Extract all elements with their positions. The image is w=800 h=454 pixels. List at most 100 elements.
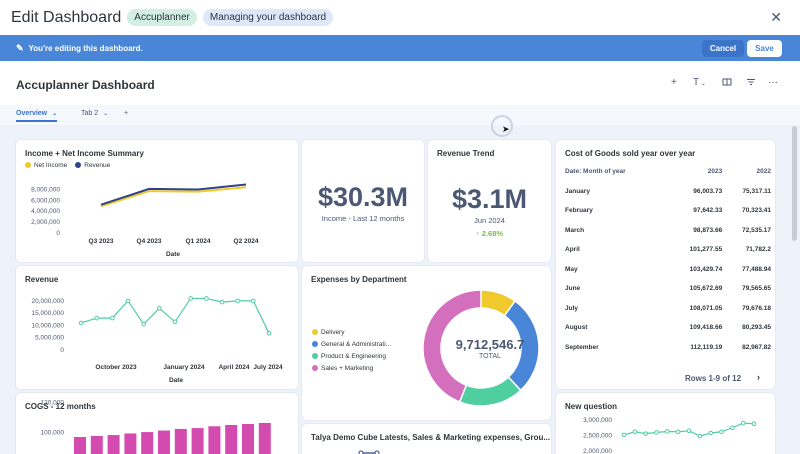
y-tick-label: 10,000,000 bbox=[31, 322, 64, 329]
y-tick-label: 0 bbox=[56, 230, 60, 237]
bar bbox=[107, 435, 120, 454]
close-icon[interactable]: ✕ bbox=[770, 9, 782, 25]
revenue-line-chart[interactable]: 20,000,000 15,000,000 10,000,000 5,000,000 0… bbox=[16, 266, 298, 389]
data-point bbox=[266, 331, 272, 336]
column-header[interactable]: 2022 bbox=[756, 168, 771, 176]
legend-net-income[interactable]: Net Income bbox=[25, 162, 67, 169]
card-title: New question bbox=[565, 402, 618, 411]
cancel-button[interactable]: Cancel bbox=[702, 40, 744, 57]
filter-icon[interactable] bbox=[746, 77, 756, 90]
pie-legend: Delivery General & Administrati... Produ… bbox=[312, 329, 391, 377]
y-tick-label: 0 bbox=[60, 347, 64, 354]
save-button[interactable]: Save bbox=[747, 40, 782, 57]
column-header[interactable]: Date: Month of year bbox=[565, 168, 626, 176]
data-point bbox=[94, 315, 99, 321]
edit-banner-message: You're editing this dashboard. bbox=[28, 43, 143, 53]
x-tick-label: Q4 2023 bbox=[137, 238, 162, 245]
scrollbar[interactable] bbox=[792, 126, 797, 241]
description-pill[interactable]: Managing your dashboard bbox=[202, 9, 334, 26]
donut-slice-sales-marketing bbox=[422, 289, 482, 403]
data-point bbox=[740, 420, 746, 426]
page-title: Edit Dashboard bbox=[11, 8, 122, 26]
card-new-question[interactable]: New question 3,000,000 2,500,000 2,000,000 bbox=[556, 393, 775, 454]
collection-pill[interactable]: Accuplanner bbox=[127, 9, 197, 26]
legend-product-engineering[interactable]: Product & Engineering bbox=[312, 353, 391, 360]
table-header-row: Date: Month of year 2023 2022 bbox=[565, 162, 771, 182]
table-row: March 98,873.66 72,535.17 bbox=[565, 226, 771, 234]
trend-change: ↑ 2.68% bbox=[475, 229, 504, 238]
data-point bbox=[235, 298, 240, 304]
dashboard-title[interactable]: Accuplanner Dashboard bbox=[16, 78, 155, 92]
y-tick-label: 15,000,000 bbox=[31, 310, 64, 317]
card-income-summary[interactable]: Income + Net Income Summary Net Income R… bbox=[16, 140, 298, 262]
chevron-down-icon[interactable]: ⌄ bbox=[103, 111, 109, 117]
y-tick-label: 100,000 bbox=[41, 430, 65, 437]
pagination-label: Rows 1-9 of 12 bbox=[685, 374, 742, 383]
trend-value: $3.1M bbox=[451, 184, 528, 214]
new-question-line-chart[interactable]: 3,000,000 2,500,000 2,000,000 bbox=[556, 393, 775, 454]
data-point bbox=[751, 421, 757, 427]
card-title: COGS - 12 months bbox=[25, 402, 96, 411]
bar bbox=[258, 423, 271, 454]
x-tick-label: July 2024 bbox=[253, 364, 283, 371]
chevron-right-icon[interactable]: › bbox=[757, 372, 760, 382]
card-expenses[interactable]: Expenses by Department Delivery General … bbox=[302, 266, 551, 420]
column-header[interactable]: 2023 bbox=[707, 168, 723, 176]
card-title: Talya Demo Cube Latests, Sales & Marketi… bbox=[311, 433, 551, 442]
pencil-icon: ✎ bbox=[16, 42, 24, 53]
table-row: January 96,003.73 75,317.11 bbox=[565, 187, 771, 195]
card-cogs-12[interactable]: COGS - 12 months 120,000 100,000 bbox=[16, 393, 298, 454]
tab-2[interactable]: Tab 2 ⌄ bbox=[81, 110, 109, 117]
section-icon[interactable] bbox=[722, 77, 732, 90]
y-tick-label: 3,000,000 bbox=[583, 417, 612, 424]
add-tab-button[interactable]: + bbox=[124, 110, 129, 117]
legend-delivery[interactable]: Delivery bbox=[312, 329, 391, 336]
series-line-net-income bbox=[100, 186, 247, 208]
bar bbox=[191, 428, 204, 454]
income-line-chart[interactable]: 8,000,000 6,000,000 4,000,000 2,000,000 0 Q3 … bbox=[16, 140, 298, 262]
card-title: Expenses by Department bbox=[311, 275, 407, 284]
expenses-donut-chart[interactable] bbox=[302, 266, 551, 420]
card-cost-of-goods[interactable]: Cost of Goods sold year over year Date: … bbox=[556, 140, 775, 389]
cogs-bar-chart[interactable]: 120,000 100,000 bbox=[16, 393, 298, 454]
kpi-label: Income - Last 12 months bbox=[321, 214, 405, 223]
legend-general-admin[interactable]: General & Administrati... bbox=[312, 341, 391, 348]
tab-overview[interactable]: Overview ⌄ bbox=[16, 110, 58, 122]
y-tick-label: 4,000,000 bbox=[31, 208, 60, 215]
y-tick-label: 5,000,000 bbox=[35, 335, 64, 342]
table-row: July 108,071.05 79,676.18 bbox=[565, 304, 771, 312]
data-point bbox=[632, 429, 638, 435]
data-point bbox=[204, 296, 209, 301]
add-card-icon[interactable]: + bbox=[671, 77, 677, 88]
donut-slice-product-engineering bbox=[458, 376, 522, 407]
bar bbox=[90, 435, 103, 454]
card-revenue-trend[interactable]: Revenue Trend $3.1M Jun 2024 ↑ 2.68% bbox=[428, 140, 551, 262]
bar bbox=[225, 425, 238, 454]
data-point bbox=[125, 298, 131, 304]
card-title: Revenue Trend bbox=[437, 149, 495, 158]
text-heading-icon[interactable]: T ⌄ bbox=[693, 77, 706, 88]
data-point bbox=[719, 429, 724, 435]
card-income-kpi[interactable]: $30.3M Income - Last 12 months bbox=[302, 140, 424, 262]
top-bar: Edit Dashboard Accuplanner Managing your… bbox=[0, 0, 800, 35]
more-options-icon[interactable]: ··· bbox=[768, 77, 778, 88]
bar bbox=[74, 437, 86, 454]
card-revenue[interactable]: Revenue 20,000,000 15,000,000 10,000,000 5,… bbox=[16, 266, 298, 389]
y-tick-label: 120,000 bbox=[41, 400, 65, 407]
data-point bbox=[141, 321, 146, 327]
x-tick-label: October 2023 bbox=[95, 364, 137, 371]
donut-total-label: TOTAL bbox=[479, 353, 501, 360]
x-tick-label: Q2 2024 bbox=[234, 238, 259, 245]
legend-revenue[interactable]: Revenue bbox=[75, 162, 110, 169]
chevron-down-icon[interactable]: ⌄ bbox=[52, 111, 58, 117]
y-tick-label: 6,000,000 bbox=[31, 197, 60, 204]
donut-total-value: 9,712,546.7 bbox=[455, 337, 525, 352]
edit-banner: ✎ You're editing this dashboard. Cancel … bbox=[0, 35, 800, 61]
talya-mini-chart bbox=[358, 450, 380, 454]
data-point bbox=[621, 432, 627, 438]
card-talya-demo[interactable]: Talya Demo Cube Latests, Sales & Marketi… bbox=[302, 424, 551, 454]
data-point bbox=[110, 315, 115, 321]
legend-sales-marketing[interactable]: Sales + Marketing bbox=[312, 365, 391, 372]
table-row: May 103,429.74 77,488.94 bbox=[565, 265, 771, 273]
data-point bbox=[686, 428, 692, 434]
